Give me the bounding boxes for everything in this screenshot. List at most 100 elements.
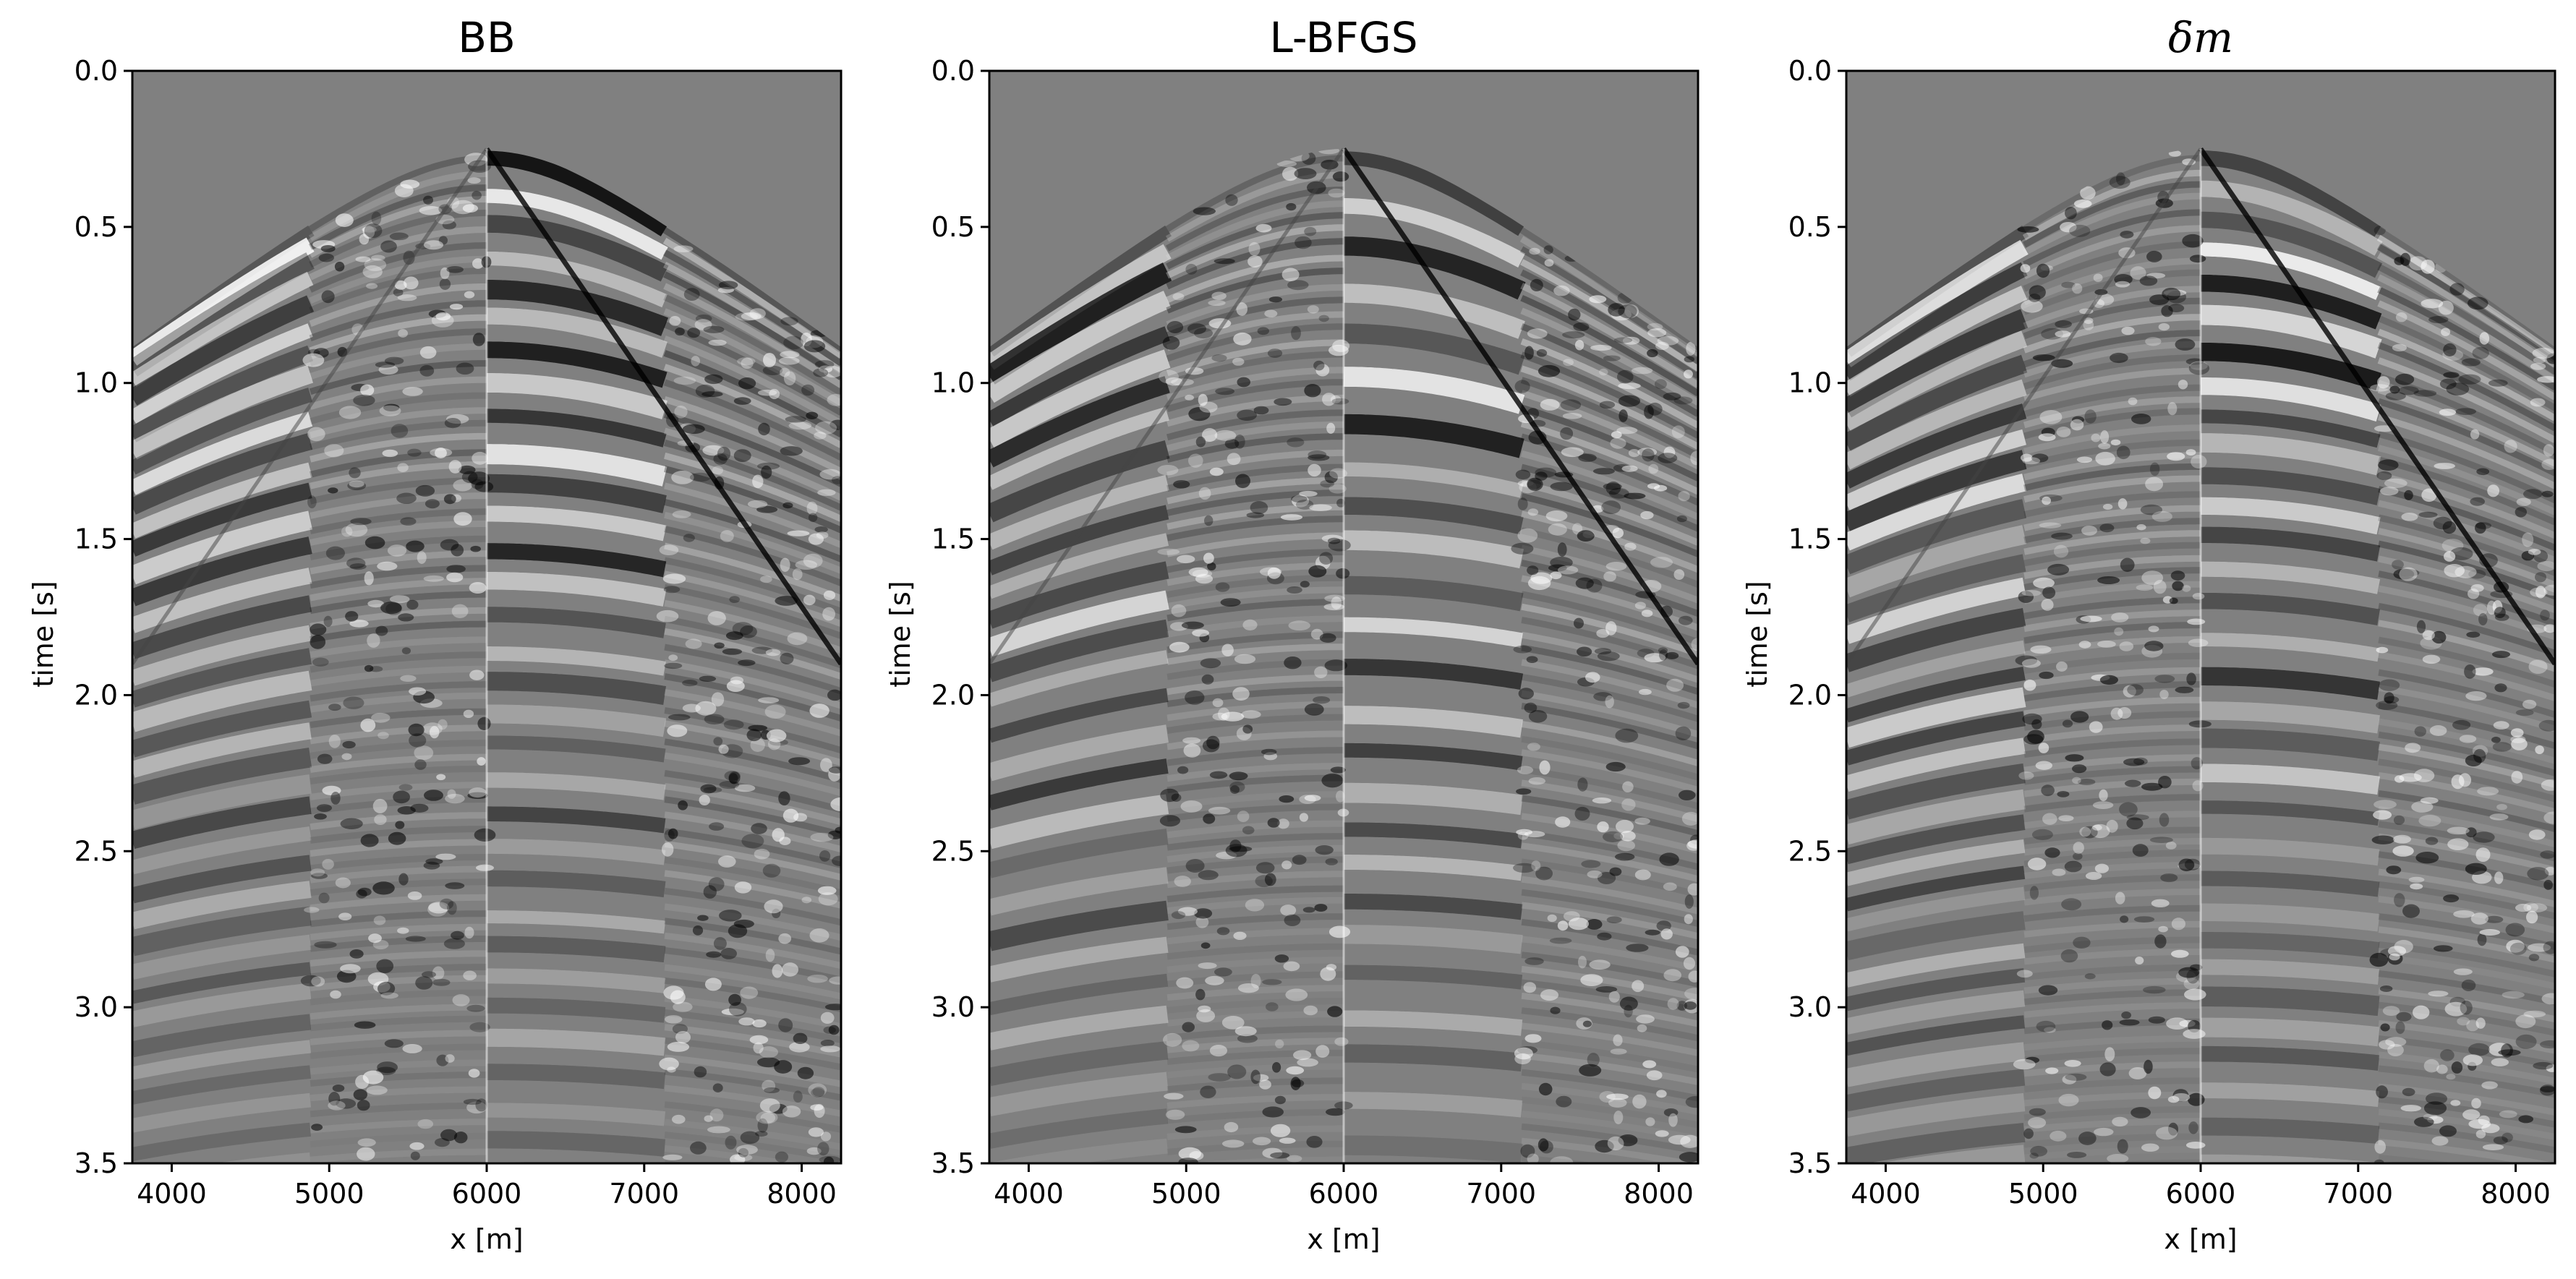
noise-blob [1574,617,1584,629]
noise-blob [2526,910,2538,924]
noise-blob [1529,247,1540,255]
seismic-events [132,147,841,1173]
noise-blob [1605,761,1626,772]
noise-blob [1193,207,1216,215]
noise-blob [708,339,727,346]
noise-blob [2070,419,2084,431]
reflection-event [1344,1228,1522,1236]
noise-blob [2379,1040,2395,1050]
reflection-event [132,462,312,539]
noise-blob [1261,748,1277,756]
noise-blob [2493,1136,2508,1145]
noise-blob [1617,369,1634,384]
noise-blob [325,546,345,560]
reflection-event [1167,503,1344,530]
reflection-event [1846,911,2026,961]
reflection-event [310,1165,487,1173]
noise-blob [343,696,364,709]
reflection-event [1344,1010,1523,1036]
noise-blob [2185,1142,2206,1149]
noise-blob [815,421,837,435]
reflection-event [2023,667,2201,688]
reflection-event [132,855,312,904]
noise-blob [378,364,398,375]
noise-blob [1304,703,1324,716]
reflection-event [2378,1051,2555,1085]
noise-blob [1608,1098,1627,1108]
reflection-event [2378,833,2555,873]
reflection-event [1846,403,2027,489]
noise-blob [2401,513,2418,521]
noise-blob [1236,302,1248,316]
reflection-event [310,839,487,857]
noise-blob [2123,685,2136,698]
noise-blob [780,446,803,456]
reflection-event [310,740,487,759]
noise-blob [2431,630,2447,644]
reflection-event [1846,789,2026,845]
noise-blob [2475,847,2491,862]
noise-blob [1299,795,1316,804]
noise-blob [435,312,451,321]
noise-blob [1196,1009,1216,1022]
reflection-event [1167,1063,1344,1079]
reflection-event [2023,711,2201,731]
noise-blob [738,1017,755,1026]
noise-blob [353,1089,367,1100]
noise-blob [1523,982,1537,993]
noise-blob [2540,1086,2555,1092]
noise-blob [1250,973,1261,988]
noise-blob [1253,406,1269,415]
reflection-event [309,392,487,425]
noise-blob [1208,1073,1231,1082]
noise-blob [2479,332,2490,345]
noise-blob [330,990,341,999]
reflection-event [2378,669,2555,718]
noise-blob [1613,337,1633,343]
noise-blob [1538,364,1561,377]
reflection-event [1846,286,2028,397]
noise-blob [2076,456,2093,463]
noise-blob [695,315,712,322]
noise-blob [2155,1126,2178,1140]
noise-blob [1560,427,1574,440]
noise-blob [338,912,352,920]
noise-blob [787,632,808,646]
reflection-event [1167,844,1344,863]
noise-blob [2017,226,2039,233]
noise-blob [2413,1005,2430,1019]
noise-blob [396,492,417,504]
reflection-event [989,262,1172,385]
noise-blob [346,557,366,569]
noise-blob [2072,764,2087,774]
noise-blob [2492,600,2503,613]
noise-blob [341,526,353,537]
noise-blob [1209,1045,1227,1057]
noise-blob [1624,542,1637,551]
reflection-event [989,1108,1169,1149]
reflection-event [2023,1048,2201,1064]
noise-blob [1610,1048,1627,1055]
noise-blob [1334,1037,1349,1046]
y-tick-label: 1.5 [931,523,975,555]
noise-blob [2421,260,2435,274]
noise-blob [477,757,486,766]
noise-blob [2392,845,2414,857]
reflection-event [2023,964,2201,981]
noise-blob [708,877,725,891]
noise-blob [439,898,454,910]
noise-blob [1610,437,1626,449]
noise-blob [402,387,423,396]
reflection-event [2024,1217,2201,1224]
reflection-event [487,444,668,487]
noise-blob [709,822,725,831]
reflection-event [487,251,668,308]
noise-blob [813,368,829,377]
noise-blob [1303,1005,1318,1016]
noise-blob [1684,894,1694,909]
noise-blob [1234,435,1245,449]
noise-blob [765,649,781,656]
noise-blob [682,424,705,435]
noise-blob [720,948,737,959]
